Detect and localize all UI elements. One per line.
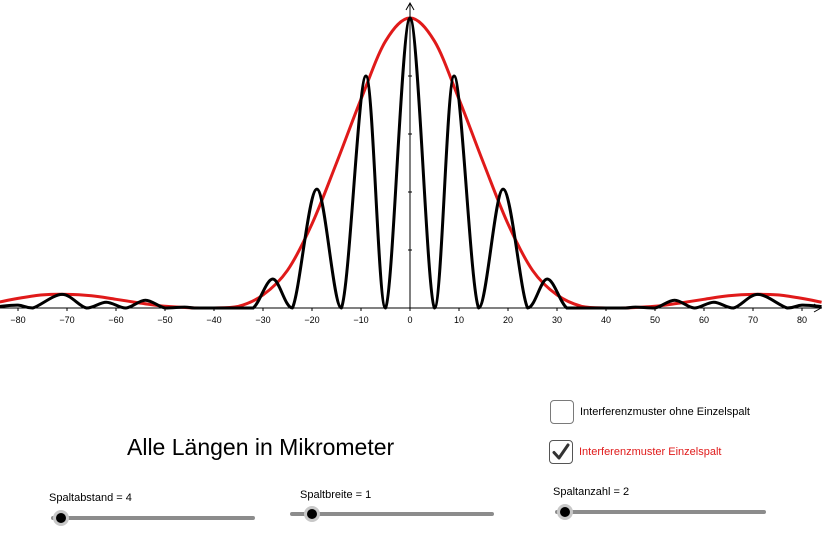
- slider-label-spaltabstand: Spaltabstand = 4: [49, 492, 132, 504]
- heading-units: Alle Längen in Mikrometer: [127, 434, 395, 460]
- x-tick-label: −40: [206, 315, 221, 325]
- slider-thumb-spaltabstand[interactable]: [53, 510, 69, 526]
- x-tick-label: 60: [699, 315, 709, 325]
- slider-label-spaltanzahl: Spaltanzahl = 2: [553, 486, 630, 498]
- x-tick-label: −30: [255, 315, 270, 325]
- checkbox-row-without-single-slit[interactable]: Interferenzmuster ohne Einzelspalt: [550, 400, 750, 424]
- slider-track-spaltabstand[interactable]: [51, 516, 255, 520]
- slider-spaltanzahl: Spaltanzahl = 2: [553, 486, 768, 522]
- checkbox-with-single-slit[interactable]: [549, 440, 573, 464]
- checkmark-icon: [552, 443, 570, 460]
- slider-track-spaltanzahl[interactable]: [555, 510, 766, 514]
- x-tick-label: 10: [454, 315, 464, 325]
- slider-thumb-spaltanzahl[interactable]: [557, 504, 573, 520]
- checkbox-without-single-slit[interactable]: [550, 400, 574, 424]
- slider-label-spaltbreite: Spaltbreite = 1: [300, 489, 372, 501]
- checkbox-label-with-single-slit: Interferenzmuster Einzelspalt: [579, 446, 722, 458]
- x-tick-label: 0: [407, 315, 412, 325]
- x-tick-label: 80: [797, 315, 807, 325]
- x-tick-label: −70: [59, 315, 74, 325]
- slider-spaltabstand: Spaltabstand = 4: [49, 492, 259, 528]
- x-tick-label: 70: [748, 315, 758, 325]
- x-tick-label: −20: [304, 315, 319, 325]
- x-ticks: −80 −70 −60 −50 −40 −30 −20 −10 0 10 20 30 40 50 60 70 8…: [10, 308, 807, 325]
- x-tick-label: −60: [108, 315, 123, 325]
- x-tick-label: 40: [601, 315, 611, 325]
- series-envelope-curve: [0, 16, 822, 310]
- x-tick-label: 50: [650, 315, 660, 325]
- series-interference-curve: [0, 16, 822, 310]
- x-tick-label: 20: [503, 315, 513, 325]
- x-tick-label: 30: [552, 315, 562, 325]
- axes: [0, 1, 822, 313]
- x-tick-label: −50: [157, 315, 172, 325]
- y-axis-arrow-icon: [405, 1, 415, 11]
- slider-track-spaltbreite[interactable]: [290, 512, 494, 516]
- x-tick-label: −10: [353, 315, 368, 325]
- slider-thumb-spaltbreite[interactable]: [304, 506, 320, 522]
- interference-plot: −80 −70 −60 −50 −40 −30 −20 −10 0 10 20 30 40 50 60 70 8…: [0, 1, 822, 325]
- slider-spaltbreite: Spaltbreite = 1: [290, 489, 500, 525]
- checkbox-label-without-single-slit: Interferenzmuster ohne Einzelspalt: [580, 406, 750, 418]
- x-tick-label: −80: [10, 315, 25, 325]
- checkbox-row-with-single-slit[interactable]: Interferenzmuster Einzelspalt: [549, 440, 721, 464]
